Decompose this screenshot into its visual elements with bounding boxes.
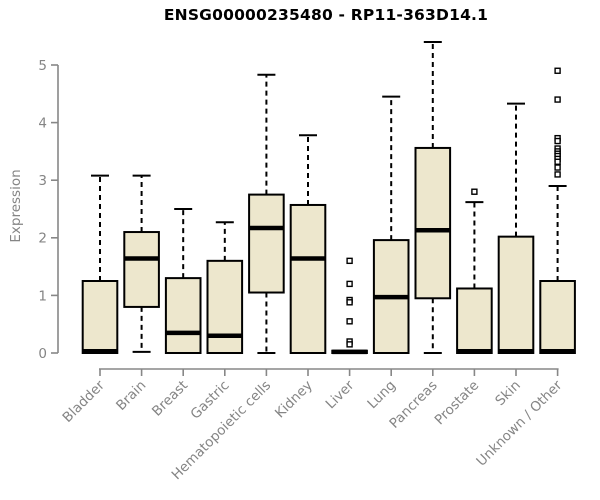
x-category-label: Prostate: [432, 378, 483, 429]
box-rect: [497, 235, 535, 354]
outlier-point: [346, 257, 353, 265]
outlier-point: [554, 67, 561, 74]
x-category-label: Kidney: [272, 378, 316, 422]
y-tick-label: 3: [38, 173, 47, 189]
box-rect: [206, 259, 244, 354]
box-rect: [539, 280, 576, 354]
outlier-point: [554, 137, 561, 145]
outlier-point: [346, 341, 353, 348]
outlier-point: [471, 188, 478, 195]
x-category-label: Skin: [492, 378, 524, 410]
y-tick-label: 1: [38, 288, 47, 304]
x-category-label: Brain: [113, 378, 149, 414]
box-rect: [123, 231, 160, 308]
box-rect: [289, 203, 327, 354]
box-rect: [81, 280, 119, 354]
x-category-label: Bladder: [60, 377, 109, 426]
y-tick-label: 0: [38, 346, 47, 362]
outlier-point: [554, 164, 561, 171]
y-tick-label: 2: [38, 231, 47, 247]
box-rect: [164, 277, 202, 354]
outlier-point: [346, 299, 353, 306]
x-category-label: Liver: [323, 377, 358, 412]
outlier-point: [346, 318, 353, 325]
box-rect: [248, 193, 285, 294]
box-rect: [456, 287, 493, 355]
box-rect: [414, 146, 452, 300]
outlier-point: [554, 171, 561, 178]
x-category-label: Lung: [364, 378, 399, 413]
outlier-point: [346, 280, 353, 288]
y-tick-label: 4: [38, 115, 47, 131]
outlier-point: [554, 96, 561, 103]
outlier-point: [554, 158, 561, 165]
y-tick-label: 5: [38, 58, 47, 74]
chart-title: ENSG00000235480 - RP11-363D14.1: [163, 6, 489, 24]
x-category-label: Breast: [149, 378, 191, 420]
